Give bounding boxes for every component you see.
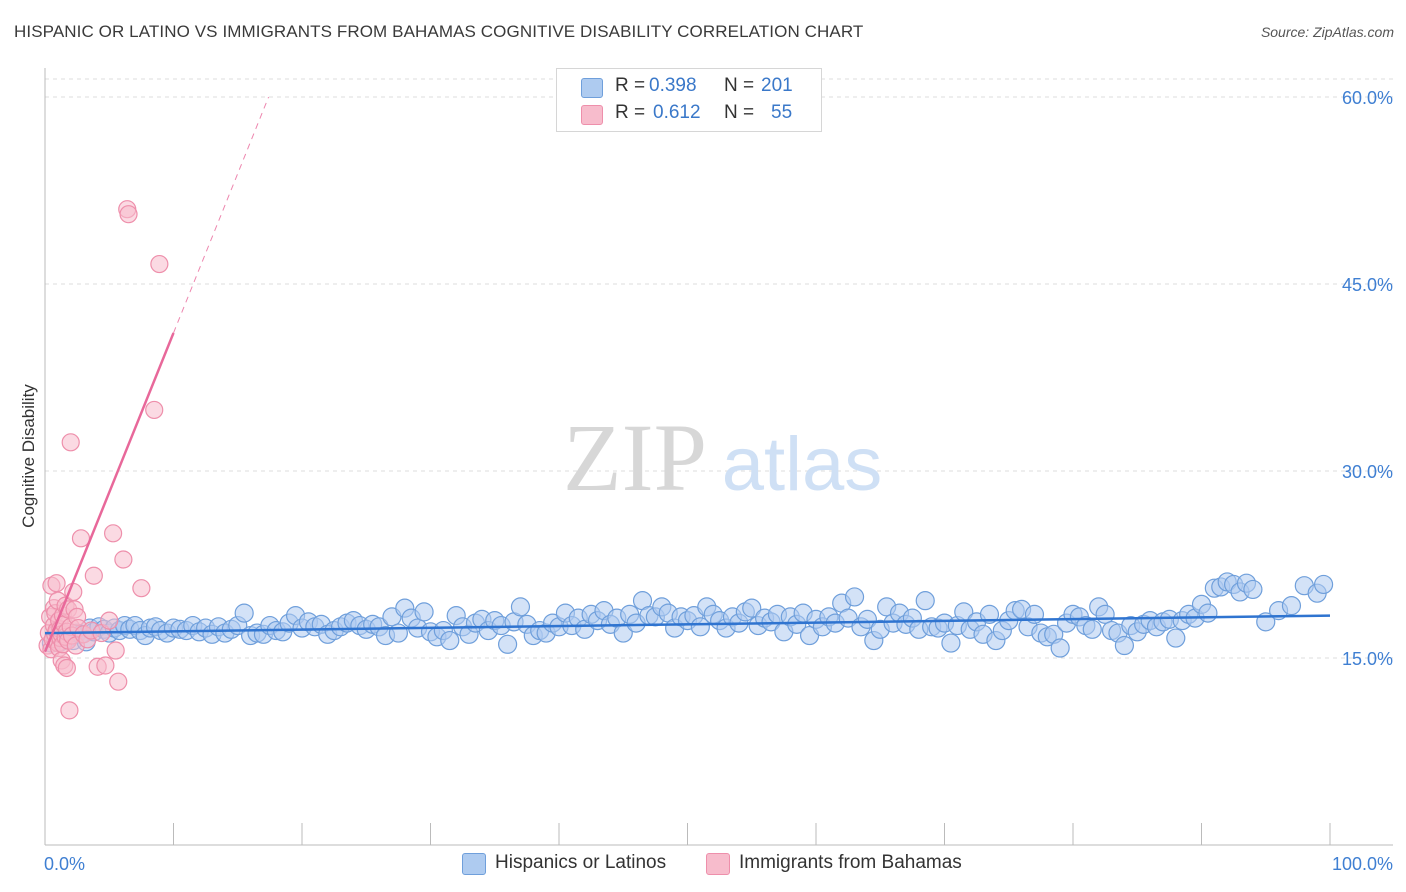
legend-r-label: R = bbox=[615, 75, 646, 96]
legend-r-label: R = bbox=[615, 102, 646, 123]
data-point-hispanics bbox=[857, 609, 878, 629]
data-point-hispanics bbox=[1281, 596, 1302, 616]
data-point-hispanics bbox=[440, 630, 460, 651]
data-point-hispanics bbox=[915, 591, 935, 611]
watermark-zip: ZIP bbox=[563, 404, 707, 511]
data-point-hispanics bbox=[1114, 635, 1135, 656]
trend-line-hispanics bbox=[44, 614, 1331, 635]
data-point-bahamas bbox=[145, 400, 164, 420]
bottom-legend-swatch-pink bbox=[706, 853, 730, 875]
data-point-hispanics bbox=[498, 634, 518, 654]
y-tick-label: 45.0% bbox=[1342, 275, 1393, 295]
data-point-hispanics bbox=[234, 603, 254, 623]
legend-swatch-pink bbox=[581, 105, 603, 125]
bottom-legend-label: Hispanics or Latinos bbox=[495, 852, 667, 873]
watermark-atlas: atlas bbox=[722, 422, 883, 507]
data-point-bahamas bbox=[132, 579, 151, 598]
trend-line-bahamas-extension bbox=[173, 96, 270, 334]
data-point-bahamas bbox=[114, 550, 133, 569]
data-point-bahamas bbox=[106, 641, 125, 660]
data-point-bahamas bbox=[104, 524, 123, 543]
data-point-hispanics bbox=[979, 604, 1000, 624]
y-axis-label: Cognitive Disability bbox=[19, 384, 38, 528]
x-tick-label: 0.0% bbox=[44, 854, 85, 874]
series-bahamas-points bbox=[38, 200, 169, 720]
x-tick-label: 100.0% bbox=[1332, 854, 1393, 874]
legend-n-value: 201 bbox=[761, 75, 793, 96]
data-point-bahamas bbox=[71, 529, 91, 548]
trend-lines bbox=[43, 96, 1331, 653]
data-point-bahamas bbox=[96, 656, 115, 675]
trend-line-bahamas bbox=[43, 332, 175, 653]
data-point-hispanics bbox=[1095, 604, 1115, 624]
data-point-bahamas bbox=[150, 254, 169, 274]
data-point-hispanics bbox=[1243, 579, 1263, 600]
chart-title: HISPANIC OR LATINO VS IMMIGRANTS FROM BA… bbox=[14, 22, 864, 41]
data-point-hispanics bbox=[1050, 638, 1070, 658]
data-point-bahamas bbox=[61, 433, 80, 452]
data-point-hispanics bbox=[414, 602, 434, 622]
data-point-bahamas bbox=[47, 574, 66, 593]
data-point-hispanics bbox=[1313, 574, 1334, 595]
legend-r-value: 0.398 bbox=[649, 75, 697, 96]
y-tick-label: 15.0% bbox=[1342, 649, 1393, 669]
legend-n-label: N = bbox=[724, 102, 755, 123]
data-point-hispanics bbox=[941, 633, 961, 653]
source-label: Source: ZipAtlas.com bbox=[1260, 24, 1394, 40]
data-point-hispanics bbox=[1198, 603, 1218, 623]
data-point-bahamas bbox=[119, 205, 138, 224]
axes bbox=[44, 68, 1393, 846]
y-tick-label: 60.0% bbox=[1342, 88, 1393, 108]
legend-r-value: 0.612 bbox=[653, 102, 701, 123]
series-hispanics-points bbox=[41, 572, 1334, 658]
data-point-hispanics bbox=[690, 617, 710, 637]
data-point-hispanics bbox=[388, 623, 408, 643]
data-point-hispanics bbox=[844, 587, 865, 607]
gridlines bbox=[45, 78, 1393, 659]
tick-labels: 15.0% 30.0% 45.0% 60.0% 0.0% 100.0% bbox=[44, 88, 1393, 874]
watermark: ZIP atlas bbox=[563, 404, 882, 511]
legend-n-value: 55 bbox=[771, 102, 793, 123]
legend-swatch-blue bbox=[581, 78, 603, 98]
data-point-bahamas bbox=[60, 701, 79, 720]
data-point-bahamas bbox=[109, 672, 128, 691]
stats-legend: R = 0.398 N = 201 R = 0.612 N = 55 bbox=[556, 68, 822, 132]
data-point-hispanics bbox=[1166, 628, 1186, 648]
data-point-bahamas bbox=[100, 611, 119, 630]
y-tick-label: 30.0% bbox=[1342, 462, 1393, 482]
legend-n-label: N = bbox=[724, 75, 755, 96]
data-point-hispanics bbox=[742, 598, 762, 618]
data-point-hispanics bbox=[510, 597, 531, 617]
data-point-bahamas bbox=[57, 658, 76, 678]
bottom-legend-swatch-blue bbox=[462, 853, 486, 875]
bottom-legend-label: Immigrants from Bahamas bbox=[739, 852, 962, 873]
data-point-bahamas bbox=[84, 566, 103, 585]
data-point-hispanics bbox=[1082, 619, 1102, 639]
